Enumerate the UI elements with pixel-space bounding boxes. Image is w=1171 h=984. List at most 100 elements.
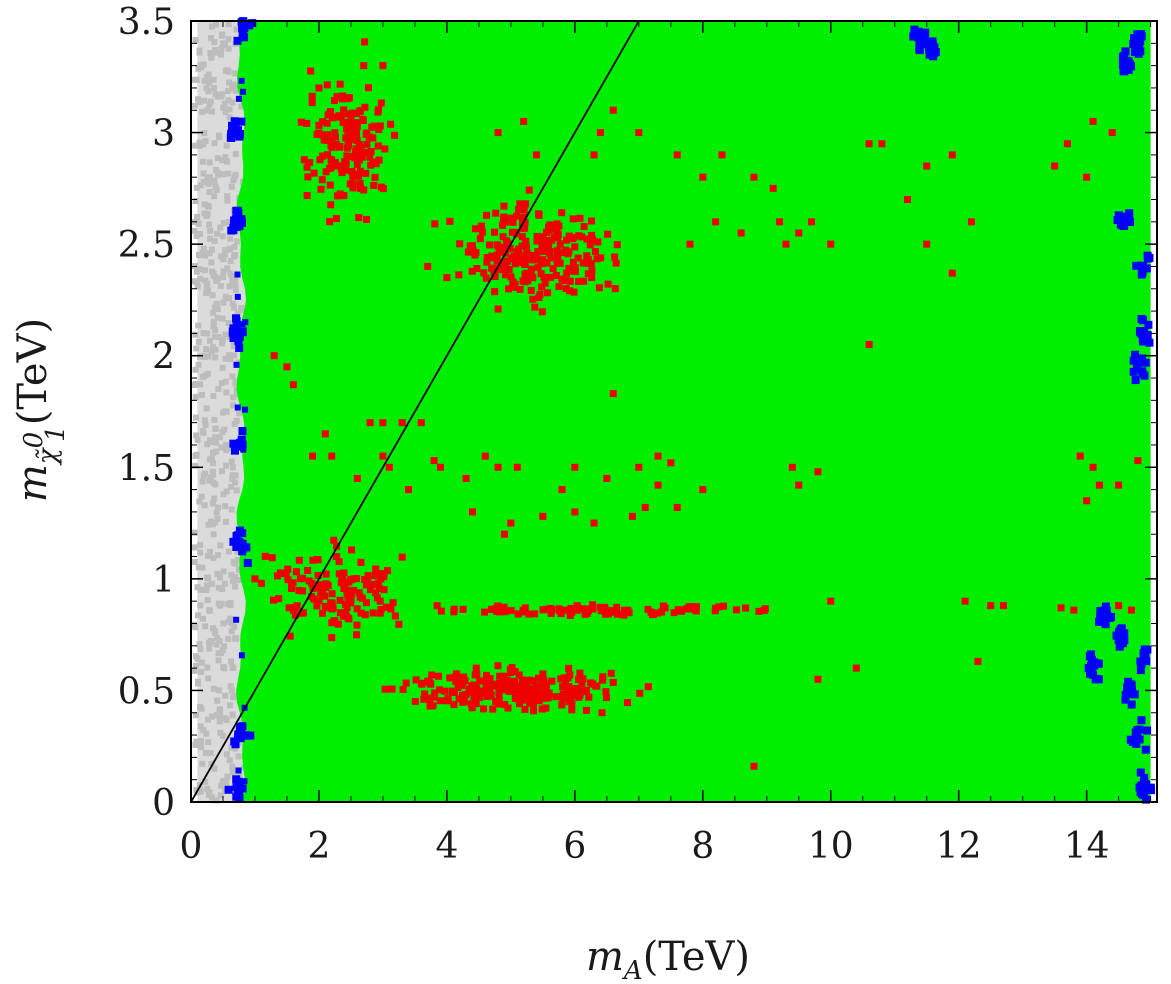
gray-point [204, 370, 211, 377]
red-point [556, 607, 564, 615]
red-point [505, 265, 513, 273]
blue-point [1139, 790, 1148, 799]
gray-point [199, 249, 206, 256]
gray-point [191, 621, 198, 628]
gray-point [222, 109, 229, 116]
y-tick-label: 2 [152, 337, 175, 378]
red-point [598, 709, 606, 717]
gray-point [216, 713, 223, 720]
gray-point [229, 464, 236, 471]
gray-point [231, 479, 238, 486]
red-point [1083, 173, 1091, 181]
gray-point [230, 275, 237, 282]
gray-point [225, 635, 232, 642]
gray-point [231, 573, 238, 580]
gray-point [204, 202, 211, 209]
red-point [349, 575, 357, 583]
red-point [673, 503, 681, 511]
blue-point [1124, 677, 1133, 686]
red-point [546, 249, 554, 257]
red-point [588, 217, 596, 225]
gray-point [230, 343, 237, 350]
red-point [362, 169, 370, 177]
red-point [511, 694, 519, 702]
red-point [353, 123, 361, 131]
red-point [558, 486, 566, 494]
red-point [387, 120, 395, 128]
red-point [760, 606, 768, 614]
red-point [515, 671, 523, 679]
red-point [355, 141, 363, 149]
blue-point [1143, 726, 1152, 735]
red-point [534, 248, 542, 256]
gray-point [231, 70, 238, 77]
blue-point [1141, 358, 1150, 367]
blue-point [234, 404, 241, 411]
gray-point [206, 189, 213, 196]
red-point [478, 228, 486, 236]
gray-point [217, 542, 224, 549]
gray-point [226, 283, 233, 290]
gray-point [232, 378, 239, 385]
red-point [590, 519, 598, 527]
red-point [539, 247, 547, 255]
gray-point [215, 552, 222, 559]
red-point [476, 235, 484, 243]
red-point [519, 606, 527, 614]
gray-point [217, 574, 224, 581]
gray-point [192, 198, 199, 205]
gray-point [215, 504, 222, 511]
red-point [377, 606, 385, 614]
red-point [435, 672, 443, 680]
red-point [585, 693, 593, 701]
red-point [471, 251, 479, 259]
red-point [507, 273, 515, 281]
gray-point [225, 68, 232, 75]
red-point [348, 546, 356, 554]
gray-point [212, 183, 219, 190]
red-point [361, 103, 369, 111]
red-point [310, 169, 318, 177]
blue-points [224, 17, 1156, 804]
red-point [375, 156, 383, 164]
red-point [379, 185, 387, 193]
y-tick-label: 0.5 [118, 671, 175, 712]
red-point [613, 241, 621, 249]
gray-point [220, 220, 227, 227]
gray-point [201, 352, 208, 359]
red-point [362, 130, 370, 138]
red-point [353, 605, 361, 613]
red-point [678, 607, 686, 615]
red-point [594, 238, 602, 246]
gray-point [197, 353, 204, 360]
red-point [472, 700, 480, 708]
red-point [543, 691, 551, 699]
red-point [429, 702, 437, 710]
red-point [328, 452, 336, 460]
red-point [507, 607, 515, 615]
red-point [535, 211, 543, 219]
red-point [351, 119, 359, 127]
blue-point [1120, 636, 1129, 645]
x-tick-label: 2 [307, 826, 330, 867]
red-point [314, 571, 322, 579]
gray-point [198, 391, 205, 398]
red-point [644, 683, 652, 691]
red-point [316, 156, 324, 164]
red-point [502, 218, 510, 226]
x-tick-label: 0 [180, 826, 203, 867]
gray-point [213, 509, 220, 516]
red-point [356, 184, 364, 192]
blue-point [239, 28, 248, 37]
red-point [299, 609, 307, 617]
gray-point [200, 170, 207, 177]
red-point [1076, 452, 1084, 460]
red-point [364, 578, 372, 586]
gray-point [197, 738, 204, 745]
red-point [550, 233, 558, 241]
red-point [483, 682, 491, 690]
red-point [494, 305, 502, 313]
red-point [366, 586, 374, 594]
blue-point [235, 526, 244, 535]
red-point [565, 691, 573, 699]
